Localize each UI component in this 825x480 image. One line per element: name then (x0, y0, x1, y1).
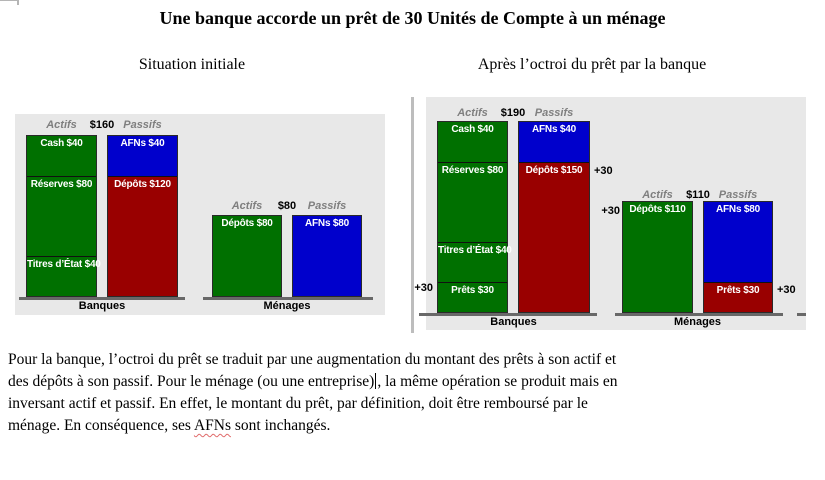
bar-segment: Titres d’État $40 (438, 242, 512, 282)
passifs-column: AFNs $80 Prêts $30 (703, 201, 773, 313)
caption-line: Pour la banque, l’octroi du prêt se trad… (8, 351, 617, 368)
bar-segment: AFNs $40 (108, 136, 177, 176)
column-header-actifs: Actifs (642, 189, 673, 201)
segment-label: Dépôts $80 (221, 218, 273, 229)
actifs-column: Cash $40 Réserves $80 Titres d’État $40 Prê… (437, 121, 512, 313)
bar-segment: AFNs $40 (519, 122, 589, 162)
segment-label: Dépôts $120 (114, 179, 171, 190)
crop-mark (0, 0, 18, 1)
caption-line: inversant actif et passif. En effet, le … (8, 395, 588, 412)
delta-annotation: +30 (777, 284, 796, 296)
total-label: $80 (277, 200, 297, 212)
segment-label: AFNs $40 (120, 138, 165, 149)
bar-segment: Prêts $30 (438, 282, 507, 312)
segment-label: Titres d’État $40 (438, 245, 512, 256)
bar-segment: Dépôts $150 (519, 162, 589, 312)
entity-label: Ménages (673, 316, 722, 328)
column-header-actifs: Actifs (457, 107, 488, 119)
bar-segment: Cash $40 (438, 122, 507, 162)
actifs-column: Cash $40 Réserves $80 Titres d’État $40 (26, 135, 101, 297)
bar-segment: Réserves $80 (438, 162, 507, 242)
page-title: Une banque accorde un prêt de 30 Unités … (159, 8, 666, 28)
caption-line: des dépôts à son passif. Pour le ménage … (8, 371, 820, 393)
segment-label: AFNs $40 (532, 124, 576, 135)
passifs-column: AFNs $80 (292, 215, 362, 297)
delta-annotation: +30 (414, 282, 433, 294)
caption-text: , la même opération se produit mais en (377, 373, 618, 390)
segment-label: Dépôts $150 (525, 165, 583, 176)
axis-line (615, 313, 783, 316)
crop-mark (17, 0, 19, 5)
entity-label: Banques (490, 316, 537, 328)
panel-divider (411, 97, 414, 333)
segment-label: Prêts $30 (451, 285, 494, 296)
segment-label: Cash $40 (451, 124, 494, 135)
total-label: $110 (686, 189, 710, 201)
column-header-passifs: Passifs (718, 189, 758, 201)
segment-label: Titres d’État $40 (27, 259, 101, 270)
total-label: $160 (89, 119, 115, 131)
column-header-actifs: Actifs (46, 119, 77, 131)
misspelled-word: AFNs (193, 417, 231, 434)
segment-label: AFNs $80 (716, 204, 760, 215)
axis-line (419, 313, 597, 316)
axis-line (19, 297, 185, 300)
segment-label: Réserves $80 (441, 165, 504, 176)
bar-segment: Réserves $80 (27, 176, 96, 256)
bar-segment: Prêts $30 (704, 282, 772, 312)
caption-line: ménage. En conséquence, ses AFNs sont in… (8, 415, 820, 437)
segment-label: Prêts $30 (716, 285, 760, 296)
axis-line (797, 313, 806, 316)
caption-text: sont inchangés. (230, 417, 331, 434)
bar-segment: Dépôts $80 (213, 216, 281, 296)
delta-annotation: +30 (594, 165, 613, 177)
column-header-passifs: Passifs (307, 200, 347, 212)
entity-label: Banques (78, 300, 126, 312)
column-header-passifs: Passifs (534, 107, 574, 119)
passifs-column: AFNs $40 Dépôts $120 (107, 135, 178, 297)
passifs-column: AFNs $40 Dépôts $150 (518, 121, 590, 313)
total-label: $190 (500, 107, 526, 119)
bar-segment: Titres d’État $40 (27, 256, 101, 296)
axis-line (203, 297, 373, 300)
column-header-passifs: Passifs (123, 119, 162, 131)
caption-paragraph[interactable]: Pour la banque, l’octroi du prêt se trad… (8, 349, 820, 437)
segment-label: AFNs $80 (305, 218, 349, 229)
subtitle-situation-initiale: Situation initiale (138, 56, 246, 73)
bar-segment: Cash $40 (27, 136, 96, 176)
bar-segment: AFNs $80 (293, 216, 361, 296)
segment-label: Cash $40 (40, 138, 83, 149)
caption-text: des dépôts à son passif. Pour le ménage … (8, 373, 375, 390)
column-header-actifs: Actifs (231, 200, 263, 212)
caption-text: ménage. En conséquence, ses (8, 417, 194, 434)
actifs-column: Dépôts $110 (622, 201, 693, 313)
entity-label: Ménages (263, 300, 311, 312)
segment-label: Dépôts $110 (629, 204, 686, 215)
actifs-column: Dépôts $80 (212, 215, 282, 297)
delta-annotation: +30 (601, 205, 620, 217)
segment-label: Réserves $80 (30, 179, 93, 190)
bar-segment: Dépôts $120 (108, 176, 177, 296)
bar-segment: AFNs $80 (704, 202, 772, 282)
subtitle-apres-octroi: Après l’octroi du prêt par la banque (477, 56, 707, 73)
text-cursor (375, 373, 377, 389)
bar-segment: Dépôts $110 (623, 202, 692, 312)
